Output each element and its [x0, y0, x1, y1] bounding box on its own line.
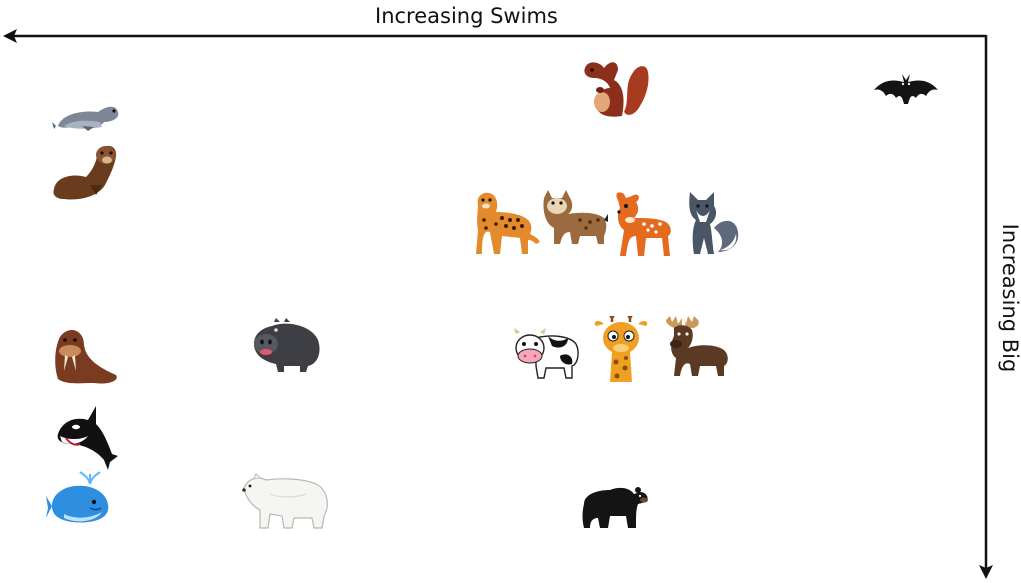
whale-icon [46, 468, 120, 528]
x-axis-label: Increasing Swims [375, 4, 558, 28]
y-axis-arrowhead [979, 565, 993, 579]
x-axis-arrowhead [3, 29, 17, 43]
black-bear-icon [580, 480, 650, 530]
seal-icon [52, 96, 122, 132]
orca-icon [52, 404, 120, 472]
y-axis-label: Increasing Big [998, 223, 1021, 373]
otter-icon [50, 141, 120, 203]
deer-icon [610, 190, 678, 258]
squirrel-icon [580, 56, 650, 122]
moose-icon [664, 314, 732, 378]
wolf-icon [684, 188, 740, 256]
cow-icon [512, 322, 580, 380]
polar-bear-icon [240, 472, 332, 532]
lynx-icon [540, 190, 610, 246]
walrus-icon [50, 327, 120, 387]
bat-icon [872, 70, 940, 108]
leopard-icon [472, 190, 542, 256]
hippo-icon [252, 316, 322, 374]
giraffe-icon [592, 316, 650, 384]
